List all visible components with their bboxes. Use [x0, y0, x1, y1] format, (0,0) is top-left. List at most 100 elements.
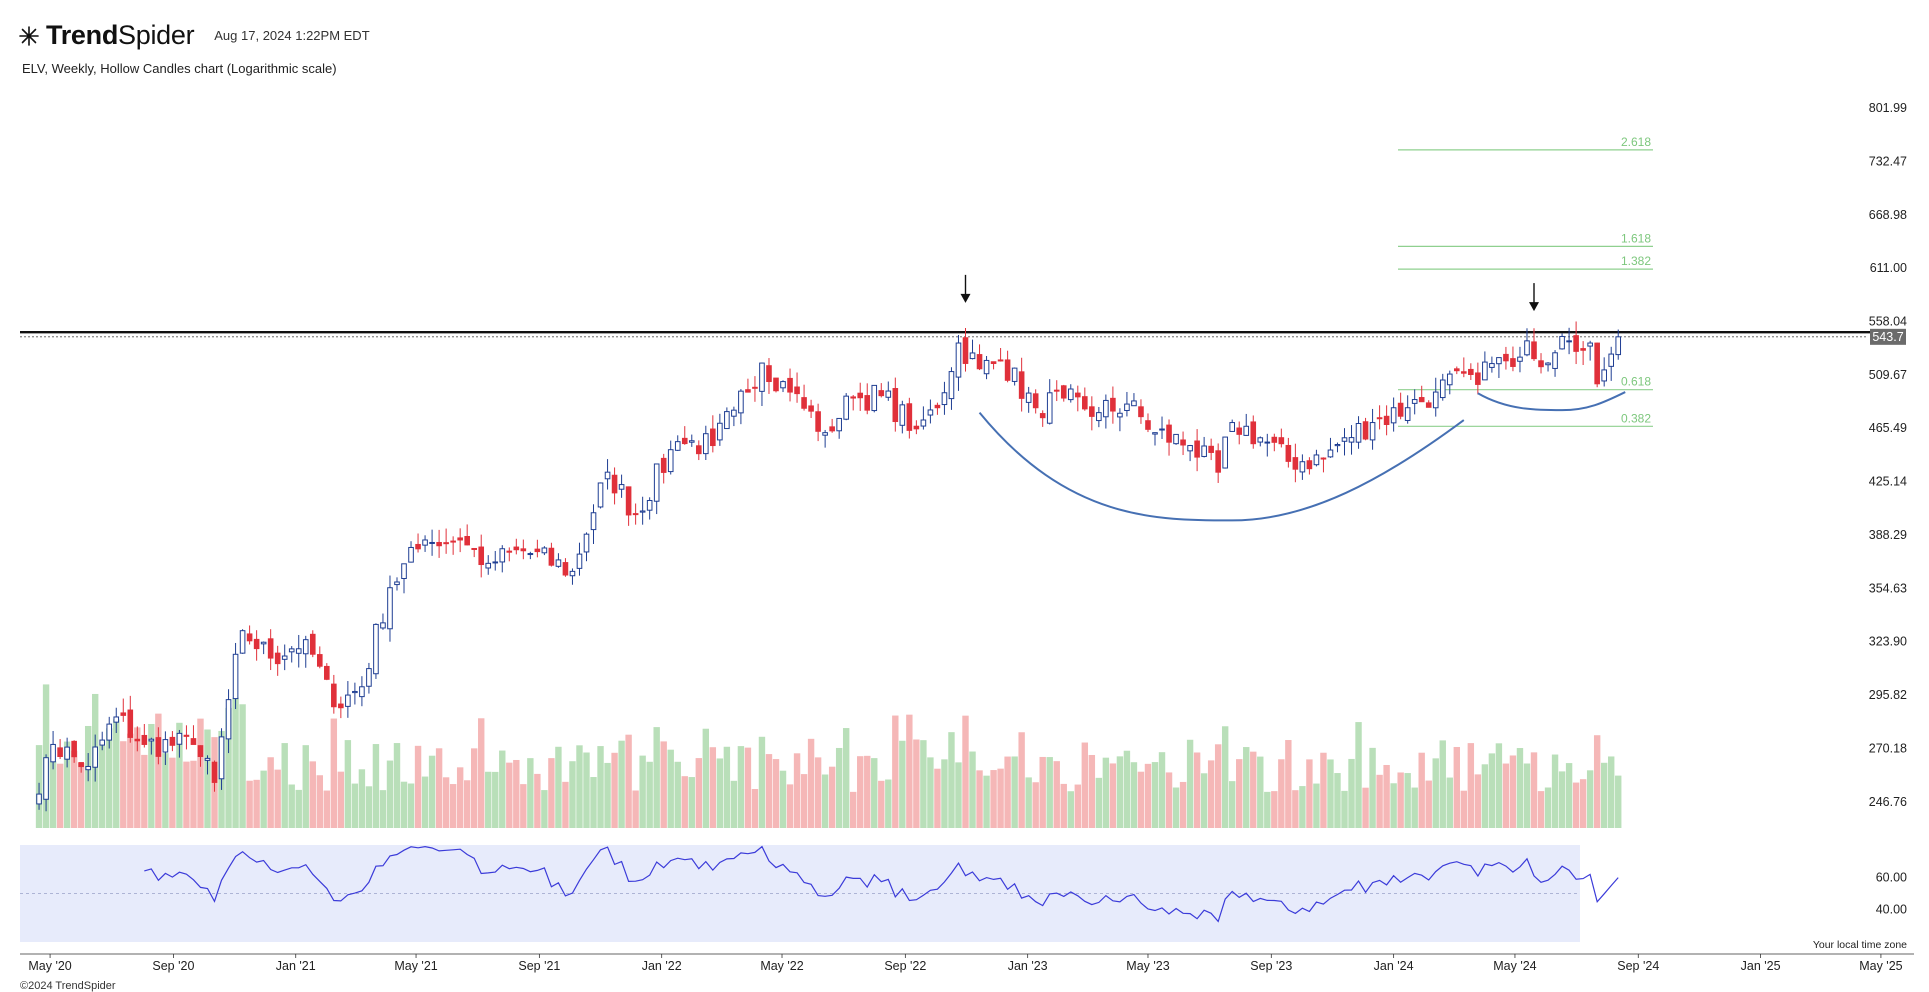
candle-body — [1468, 368, 1474, 375]
volume-bar — [850, 791, 857, 828]
volume-bar — [330, 718, 338, 828]
volume-bar — [611, 752, 618, 828]
candle-body — [1025, 392, 1032, 403]
candle-body — [857, 392, 864, 399]
cup-arc — [978, 411, 1465, 522]
candle-body — [1475, 372, 1481, 385]
volume-bar — [772, 759, 780, 828]
candle-body — [1074, 392, 1081, 398]
volume-bar — [1193, 752, 1201, 828]
header-brand: TrendSpider Aug 17, 2024 1:22PM EDT — [18, 20, 370, 51]
candle-body — [1018, 371, 1025, 399]
candle-body — [281, 655, 288, 660]
volume-bar — [478, 718, 485, 828]
time-tick-label: May '23 — [1126, 959, 1169, 973]
candle-body — [583, 533, 590, 553]
volume-bar — [428, 755, 436, 828]
candle-body — [1215, 450, 1221, 473]
volume-bar — [639, 755, 646, 828]
candle-body — [1411, 399, 1418, 404]
candle-body — [1271, 436, 1278, 443]
volume-bar — [148, 723, 155, 828]
volume-bar — [934, 768, 941, 828]
volume-bar — [309, 761, 316, 828]
candle-body — [43, 757, 49, 800]
volume-bar — [1095, 777, 1103, 828]
fib-level-label: 0.382 — [1621, 411, 1651, 425]
volume-bar — [1214, 744, 1222, 828]
volume-bars — [35, 684, 1622, 828]
volume-bar — [983, 775, 990, 828]
volume-bar — [1285, 740, 1292, 828]
candle-body — [1461, 371, 1467, 374]
candle-body — [309, 633, 316, 655]
price-axis: 801.99 732.47 668.98 611.00 558.04 509.67 465.… — [1869, 101, 1907, 809]
volume-bar — [948, 732, 955, 828]
price-tick-label: 388.29 — [1869, 528, 1907, 542]
volume-bar — [997, 768, 1004, 828]
candle-body — [127, 709, 134, 738]
trendspider-logo-icon — [19, 25, 39, 46]
candle-body — [1145, 420, 1151, 430]
volume-bar — [814, 757, 822, 828]
last-price-badge — [1870, 328, 1906, 345]
candle-body — [1278, 437, 1285, 445]
candle-body — [1362, 421, 1369, 440]
volume-bar — [1390, 783, 1397, 828]
candle-body — [394, 581, 400, 586]
volume-bar — [1439, 740, 1446, 828]
candle-body — [120, 712, 127, 716]
volume-bar — [162, 753, 169, 828]
candle-body — [1355, 423, 1362, 443]
price-tick-label: 732.47 — [1869, 154, 1907, 168]
candle-body — [1060, 385, 1067, 399]
candle-body — [71, 740, 77, 758]
candle-body — [534, 548, 541, 553]
candle-body — [1180, 439, 1186, 446]
candle-body — [934, 404, 941, 409]
candle-body — [408, 546, 414, 563]
candle-body — [1369, 422, 1376, 441]
volume-bar — [471, 748, 478, 828]
volume-bar — [920, 740, 927, 828]
volume-bar — [204, 729, 211, 828]
candle-body — [674, 441, 681, 451]
volume-bar — [1032, 782, 1039, 828]
copyright-footer: ©2024 TrendSpider — [20, 980, 116, 992]
candle-body — [1559, 335, 1565, 350]
volume-bar — [372, 744, 380, 828]
volume-bar — [913, 739, 920, 828]
volume-bar — [1257, 756, 1264, 828]
candle-body — [710, 428, 716, 447]
candle-body — [1089, 406, 1095, 417]
candle-body — [1131, 400, 1137, 407]
candle-body — [260, 641, 267, 645]
volume-bar — [1025, 777, 1032, 828]
candle-body — [1187, 445, 1193, 452]
candle-body — [1327, 449, 1334, 458]
candle-body — [1173, 433, 1179, 445]
volume-bar — [288, 784, 295, 828]
candle-body — [1299, 461, 1306, 473]
volume-bar — [1250, 751, 1257, 828]
candle-body — [646, 500, 653, 511]
volume-bar — [323, 790, 331, 828]
volume-bar — [779, 770, 787, 828]
price-tick-label: 465.49 — [1869, 421, 1907, 435]
candle-body — [148, 738, 155, 742]
candle-body — [850, 396, 857, 399]
volume-bar — [1446, 777, 1453, 828]
candle-body — [745, 389, 751, 393]
volume-bar — [365, 786, 373, 828]
candle-body — [660, 457, 667, 473]
volume-bar — [1278, 759, 1285, 828]
volume-bar — [1292, 790, 1299, 828]
candle-body — [401, 563, 407, 580]
time-tick-label: Sep '21 — [518, 959, 560, 973]
volume-bar — [1572, 782, 1580, 828]
candle-body — [948, 371, 955, 400]
candle-body — [1566, 340, 1572, 343]
candle-body — [1601, 369, 1607, 382]
volume-bar — [1593, 735, 1601, 828]
